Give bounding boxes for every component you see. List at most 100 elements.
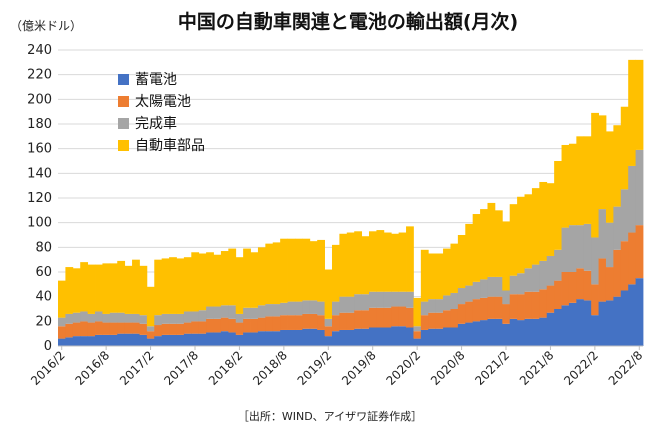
bar-solar (472, 299, 481, 322)
x-tick-label: 2021/2 (472, 348, 512, 388)
bar-solar (109, 322, 118, 335)
bar-vehicle (531, 264, 540, 292)
bar-solar (554, 280, 562, 309)
y-unit-label: （億米ドル） (10, 19, 82, 33)
bar-battery (117, 333, 126, 346)
bar-battery (546, 312, 555, 346)
bar-battery (524, 318, 533, 346)
bar-parts (154, 259, 163, 316)
bar-vehicle (628, 165, 636, 233)
bar-battery (65, 337, 74, 346)
bar-parts (598, 115, 607, 210)
bar-solar (605, 267, 614, 301)
bar-parts (494, 210, 503, 277)
bar-battery (576, 299, 585, 346)
bar-vehicle (146, 326, 155, 332)
bar-vehicle (398, 291, 407, 307)
bar-battery (139, 334, 148, 346)
bar-vehicle (117, 312, 126, 323)
bar-vehicle (361, 294, 370, 311)
bar-battery (568, 302, 577, 346)
bar-vehicle (339, 296, 348, 313)
bar-parts (302, 238, 311, 301)
bar-solar (161, 323, 170, 335)
bar-parts (554, 161, 562, 250)
bar-battery (517, 320, 525, 346)
bar-battery (124, 333, 133, 346)
bar-solar (539, 289, 548, 318)
bar-parts (95, 264, 103, 312)
bar-vehicle (65, 313, 74, 324)
bar-battery (539, 317, 548, 346)
bar-parts (457, 235, 466, 289)
y-tick-label: 220 (27, 68, 52, 83)
bar-solar (546, 285, 555, 313)
bar-battery (235, 334, 244, 346)
bar-vehicle (331, 301, 340, 316)
bar-vehicle (80, 311, 89, 322)
bar-solar (420, 315, 429, 330)
bar-parts (250, 252, 259, 308)
bar-parts (502, 221, 511, 291)
bar-solar (457, 304, 466, 324)
bar-battery (391, 326, 400, 346)
bar-battery (198, 333, 207, 346)
bar-parts (605, 131, 614, 223)
bar-parts (361, 236, 370, 295)
bar-solar (361, 310, 370, 329)
bar-vehicle (435, 299, 444, 313)
bar-parts (413, 297, 422, 327)
y-tick-label: 100 (27, 216, 52, 231)
bar-solar (176, 323, 185, 335)
bar-parts (398, 232, 407, 292)
bar-battery (457, 323, 466, 346)
bar-vehicle (465, 285, 474, 302)
bar-vehicle (517, 273, 525, 295)
bar-parts (509, 204, 518, 276)
bar-solar (354, 310, 363, 329)
bar-battery (480, 320, 488, 346)
y-tick-label: 80 (35, 240, 52, 255)
bar-battery (161, 334, 170, 346)
bar-solar (198, 321, 207, 334)
bar-battery (309, 328, 318, 346)
bar-battery (413, 338, 422, 346)
x-tick-label: 2020/2 (384, 348, 424, 388)
legend-label-solar: 太陽電池 (135, 94, 191, 110)
bar-solar (183, 322, 192, 334)
bar-solar (139, 323, 148, 335)
bar-vehicle (280, 302, 288, 316)
bar-solar (72, 322, 81, 337)
bar-parts (183, 257, 192, 312)
bar-battery (154, 336, 163, 346)
bar-solar (65, 323, 74, 338)
bar-battery (628, 284, 636, 346)
bar-battery (169, 334, 177, 346)
bar-vehicle (235, 313, 244, 323)
bar-solar (87, 322, 96, 337)
bar-vehicle (568, 225, 577, 272)
y-tick-label: 240 (27, 43, 52, 58)
bar-parts (272, 242, 281, 305)
bar-solar (294, 315, 303, 330)
bar-vehicle (243, 307, 251, 319)
bar-vehicle (102, 313, 111, 323)
x-tick-label: 2018/8 (250, 348, 290, 388)
bar-parts (324, 269, 333, 319)
bar-battery (398, 326, 407, 346)
x-tick-label: 2017/8 (161, 348, 201, 388)
bar-solar (220, 317, 229, 332)
bar-parts (628, 59, 636, 166)
bar-vehicle (487, 276, 496, 297)
bar-battery (361, 328, 370, 346)
bar-vehicle (443, 295, 451, 311)
bar-battery (472, 321, 481, 346)
bar-vehicle (576, 225, 585, 269)
bar-solar (443, 310, 451, 328)
bar-vehicle (169, 313, 177, 324)
bar-solar (583, 270, 592, 301)
bar-parts (576, 136, 585, 226)
bar-battery (583, 300, 592, 346)
bar-parts (206, 252, 214, 307)
bar-battery (287, 329, 296, 346)
